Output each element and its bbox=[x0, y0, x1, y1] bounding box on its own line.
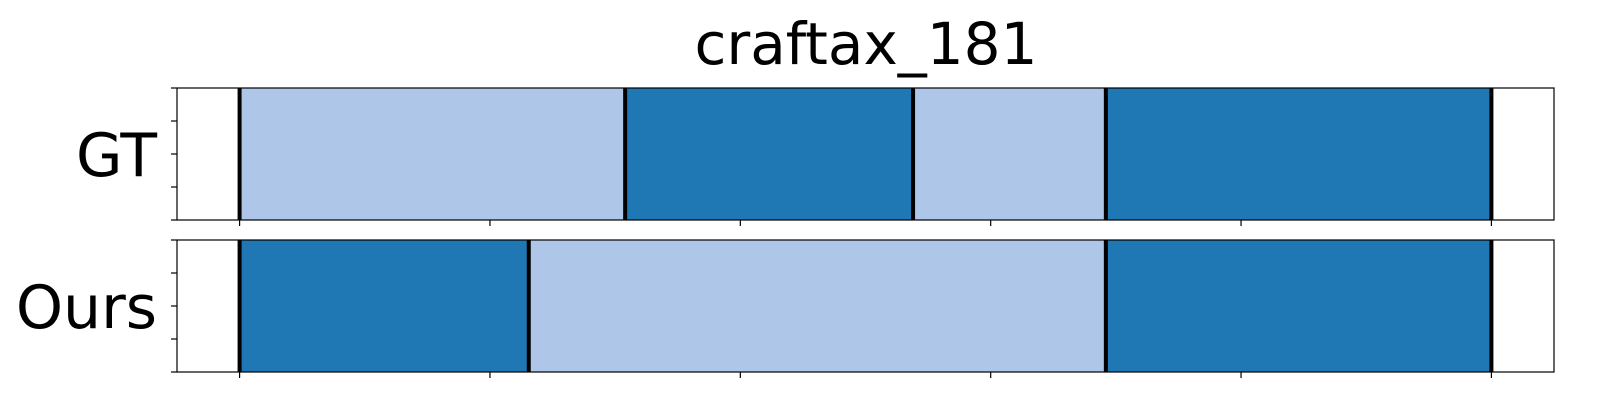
segment-gt-0 bbox=[239, 88, 626, 220]
segment-ours-2 bbox=[1105, 240, 1492, 372]
panel-gt: GT bbox=[76, 87, 1555, 226]
panels: GT Ours bbox=[16, 87, 1555, 378]
row-label-gt: GT bbox=[76, 121, 157, 191]
chart-title: craftax_181 bbox=[695, 10, 1038, 78]
segment-ours-1 bbox=[528, 240, 1106, 372]
row-label-ours: Ours bbox=[16, 273, 157, 343]
segment-gt-1 bbox=[625, 88, 914, 220]
segment-gt-2 bbox=[913, 88, 1106, 220]
panel-ours: Ours bbox=[16, 239, 1555, 378]
segment-ours-0 bbox=[239, 240, 529, 372]
segment-gt-3 bbox=[1105, 88, 1492, 220]
